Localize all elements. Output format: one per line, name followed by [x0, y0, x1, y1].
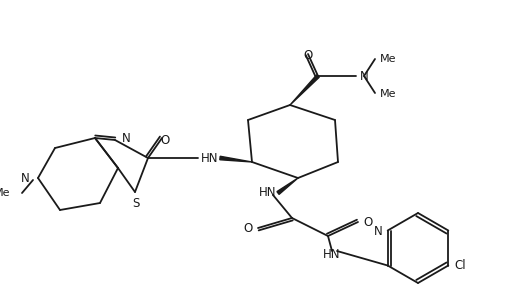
Text: N: N	[21, 171, 30, 185]
Text: O: O	[244, 221, 253, 235]
Text: N: N	[122, 133, 131, 146]
Text: HN: HN	[259, 186, 277, 200]
Text: HN: HN	[201, 151, 219, 165]
Polygon shape	[277, 178, 298, 194]
Text: S: S	[132, 197, 140, 210]
Text: O: O	[363, 216, 372, 228]
Text: N: N	[360, 69, 369, 83]
Text: N: N	[374, 225, 383, 238]
Polygon shape	[290, 75, 319, 105]
Text: HN: HN	[323, 248, 341, 260]
Text: Me: Me	[380, 54, 397, 64]
Text: O: O	[303, 49, 313, 62]
Text: Cl: Cl	[454, 259, 466, 272]
Polygon shape	[220, 156, 252, 162]
Text: Me: Me	[380, 89, 397, 99]
Text: O: O	[160, 134, 170, 147]
Text: Me: Me	[0, 188, 10, 198]
